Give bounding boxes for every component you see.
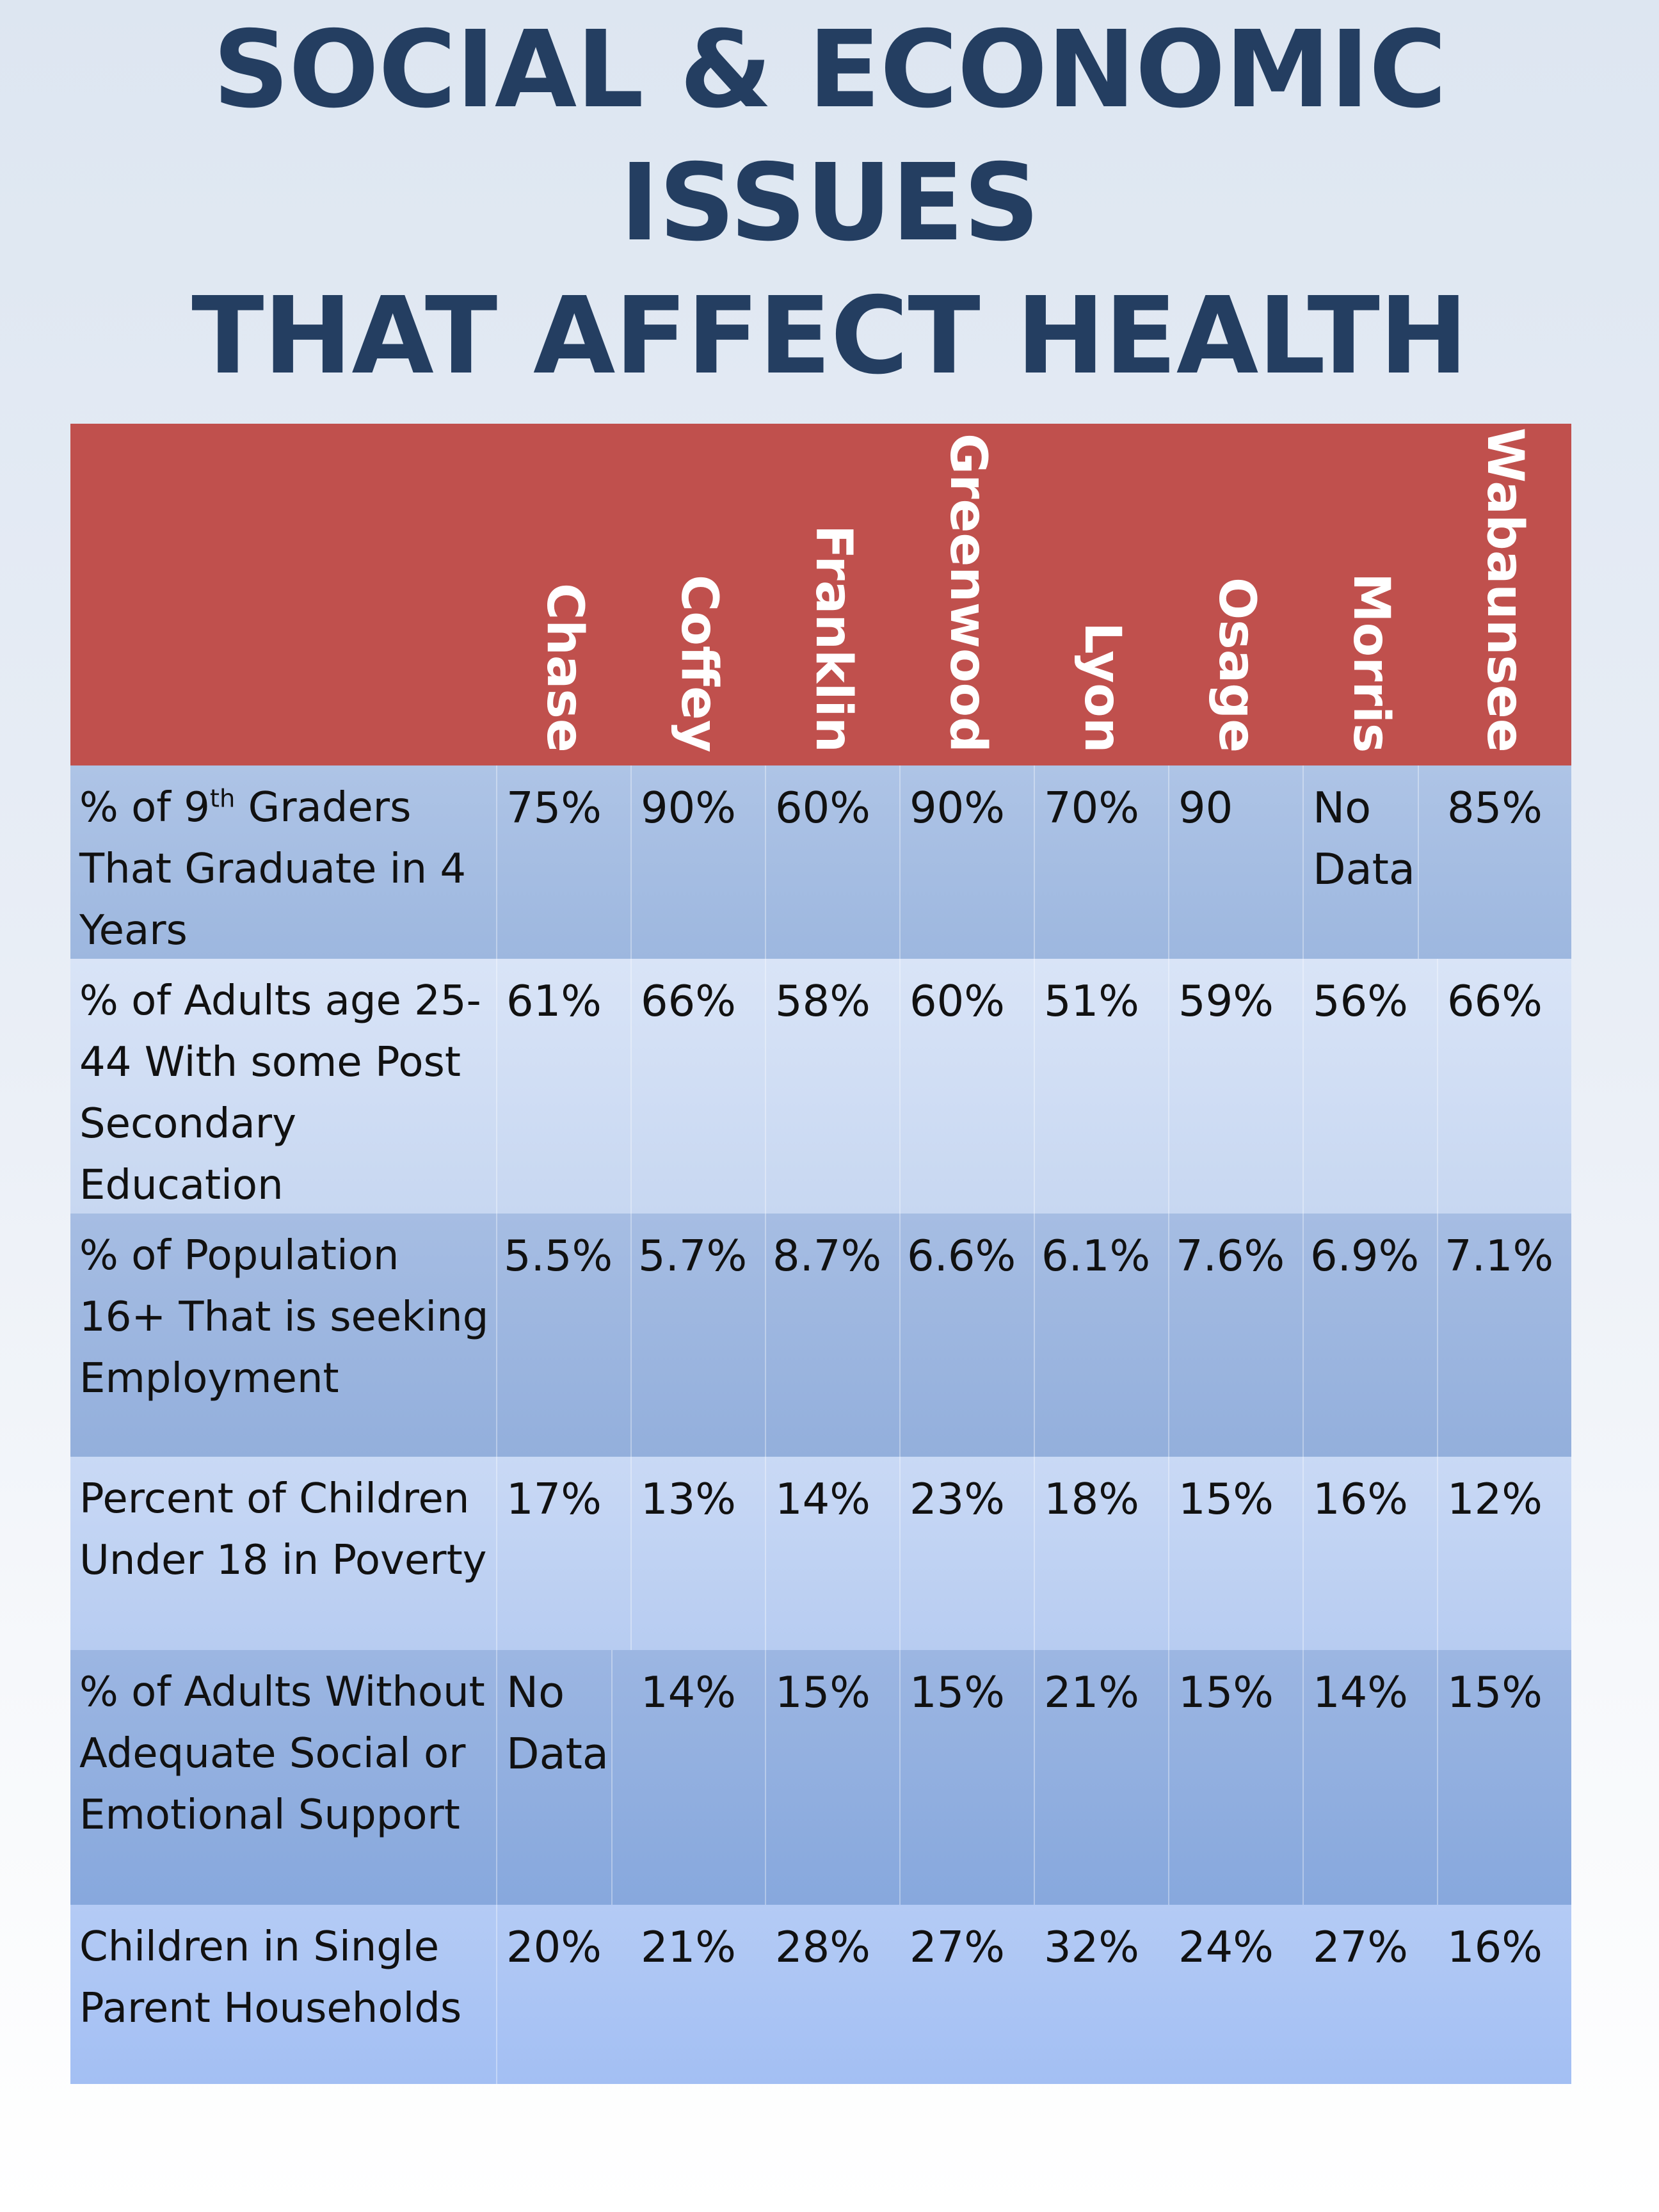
column-header-morris: Morris bbox=[1304, 424, 1438, 765]
row-label: % of 9th Graders That Graduate in 4 Year… bbox=[70, 765, 497, 959]
table-cell: 5.7% bbox=[632, 1214, 766, 1457]
column-header-greenwood: Greenwood bbox=[901, 424, 1035, 765]
table-cell: 7.1% bbox=[1445, 1231, 1554, 1281]
column-header-label: Coffey bbox=[670, 575, 728, 753]
table-cell: 90% bbox=[901, 765, 1035, 959]
table-row-education: % of Adults age 25-44 With some Post Sec… bbox=[70, 959, 1571, 1214]
table-row-child-poverty: Percent of Children Under 18 in Poverty … bbox=[70, 1457, 1571, 1650]
table-cell: 23% bbox=[901, 1457, 1035, 1650]
table-cell: 15% bbox=[1447, 1667, 1543, 1717]
column-header-franklin: Franklin bbox=[766, 424, 901, 765]
data-table: Chase Coffey Franklin Greenwood Lyon Osa… bbox=[70, 424, 1571, 2084]
table-header: Chase Coffey Franklin Greenwood Lyon Osa… bbox=[70, 424, 1571, 765]
table-cell: 66% bbox=[632, 959, 766, 1214]
table-cell: 16% bbox=[1447, 1922, 1543, 1972]
row-label: Percent of Children Under 18 in Poverty bbox=[70, 1457, 497, 1650]
row-label-text: % of 9 bbox=[79, 784, 210, 831]
table-cell: 15% bbox=[766, 1650, 901, 1905]
column-header-label: Franklin bbox=[805, 525, 862, 753]
table-cell: 61% bbox=[497, 959, 632, 1214]
table-cell: 24% bbox=[1178, 1922, 1274, 1972]
title-line-1: SOCIAL & ECONOMIC bbox=[212, 8, 1447, 132]
table-cell: 14% bbox=[632, 1650, 766, 1905]
table-cell: 20% bbox=[506, 1922, 602, 1972]
column-header-label: Morris bbox=[1342, 572, 1400, 753]
page-title: SOCIAL & ECONOMIC ISSUES THAT AFFECT HEA… bbox=[0, 0, 1659, 410]
table-cell: 5.5% bbox=[497, 1214, 632, 1457]
title-line-3: THAT AFFECT HEALTH bbox=[191, 275, 1468, 398]
row-label-text-rest: Graders That Graduate in 4 Years bbox=[79, 784, 467, 954]
table-cell: 60% bbox=[901, 959, 1035, 1214]
table-row-social-support: % of Adults Without Adequate Social or E… bbox=[70, 1650, 1571, 1905]
table-cell: 17% bbox=[497, 1457, 632, 1650]
table-cell: 6.6% bbox=[901, 1214, 1035, 1457]
header-corner bbox=[70, 424, 497, 765]
title-line-2: ISSUES bbox=[620, 141, 1039, 265]
table-cell: 59% bbox=[1169, 959, 1304, 1214]
table-cell: 90% bbox=[632, 765, 766, 959]
column-header-wabaunsee: Wabaunsee bbox=[1438, 424, 1571, 765]
row-label: % of Population 16+ That is seeking Empl… bbox=[70, 1214, 497, 1457]
table-cell: 6.9% bbox=[1304, 1214, 1438, 1457]
table-cell: 18% bbox=[1035, 1457, 1169, 1650]
table-cell: 14% bbox=[766, 1457, 901, 1650]
table-cell: 28% bbox=[775, 1922, 870, 1972]
column-header-label: Lyon bbox=[1073, 621, 1131, 753]
column-header-chase: Chase bbox=[497, 424, 632, 765]
table-cell: 14% bbox=[1304, 1650, 1438, 1905]
table-cell: 90 bbox=[1169, 765, 1304, 959]
table-cell: 8.7% bbox=[766, 1214, 901, 1457]
table-cell: 58% bbox=[766, 959, 901, 1214]
row-label: % of Adults Without Adequate Social or E… bbox=[70, 1650, 497, 1905]
table-row-employment: % of Population 16+ That is seeking Empl… bbox=[70, 1214, 1571, 1457]
table-row-single-parent: Children in Single Parent Households 20%… bbox=[70, 1905, 1571, 2084]
row-label-superscript: th bbox=[209, 784, 236, 813]
column-header-label: Wabaunsee bbox=[1476, 428, 1534, 753]
table-cell: 12% bbox=[1447, 1474, 1543, 1524]
table-cell: 60% bbox=[766, 765, 901, 959]
table-cell: 56% bbox=[1304, 959, 1438, 1214]
table-cell: 51% bbox=[1035, 959, 1169, 1214]
table-cell: 27% bbox=[910, 1922, 1005, 1972]
table-cell: No Data bbox=[1304, 765, 1419, 959]
column-header-label: Greenwood bbox=[939, 433, 997, 753]
column-header-coffey: Coffey bbox=[632, 424, 766, 765]
table-cell: 6.1% bbox=[1035, 1214, 1169, 1457]
table-cell: 66% bbox=[1447, 976, 1543, 1026]
row-label: Children in Single Parent Households bbox=[70, 1905, 497, 2084]
table-cell: 70% bbox=[1035, 765, 1169, 959]
table-cell: 15% bbox=[1169, 1650, 1304, 1905]
table-cell: 27% bbox=[1313, 1922, 1408, 1972]
column-header-lyon: Lyon bbox=[1035, 424, 1169, 765]
table-cell: 13% bbox=[632, 1457, 766, 1650]
table-cell: 16% bbox=[1304, 1457, 1438, 1650]
table-cell: 15% bbox=[901, 1650, 1035, 1905]
table-cell: 75% bbox=[497, 765, 632, 959]
table-cell: 32% bbox=[1044, 1922, 1139, 1972]
table-row-graduation: % of 9th Graders That Graduate in 4 Year… bbox=[70, 765, 1571, 959]
table-cell: 21% bbox=[1035, 1650, 1169, 1905]
row-label: % of Adults age 25-44 With some Post Sec… bbox=[70, 959, 497, 1214]
table-cell: 21% bbox=[641, 1922, 736, 1972]
column-header-label: Osage bbox=[1208, 577, 1265, 753]
table-cell: 85% bbox=[1447, 783, 1543, 833]
column-header-label: Chase bbox=[536, 583, 593, 753]
table-cell: 7.6% bbox=[1169, 1214, 1304, 1457]
table-cell: 15% bbox=[1169, 1457, 1304, 1650]
table-cell: No Data bbox=[497, 1650, 613, 1905]
column-header-osage: Osage bbox=[1169, 424, 1304, 765]
